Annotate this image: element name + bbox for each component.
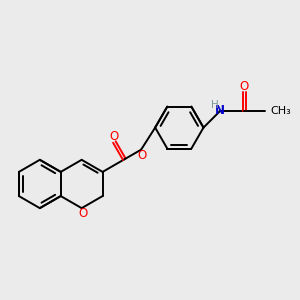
Text: N: N xyxy=(215,104,225,117)
Text: O: O xyxy=(110,130,119,143)
Text: CH₃: CH₃ xyxy=(271,106,292,116)
Text: O: O xyxy=(138,148,147,162)
Text: H: H xyxy=(211,100,218,110)
Text: O: O xyxy=(239,80,249,93)
Text: O: O xyxy=(78,207,88,220)
